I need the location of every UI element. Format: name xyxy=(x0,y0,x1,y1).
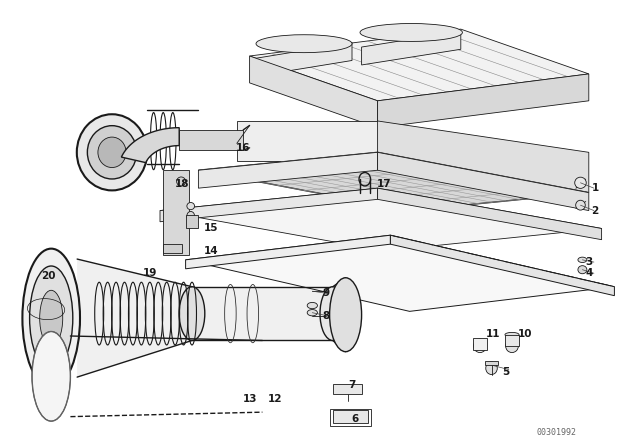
Polygon shape xyxy=(179,130,243,150)
Ellipse shape xyxy=(576,200,585,210)
Polygon shape xyxy=(198,152,589,211)
Bar xyxy=(333,410,368,423)
Polygon shape xyxy=(333,278,346,352)
Text: 12: 12 xyxy=(268,394,282,404)
Text: 19: 19 xyxy=(143,268,157,278)
Text: 7: 7 xyxy=(348,380,356,390)
Polygon shape xyxy=(250,56,378,128)
Text: 11: 11 xyxy=(486,329,500,339)
Polygon shape xyxy=(77,259,192,377)
Ellipse shape xyxy=(334,413,340,420)
Ellipse shape xyxy=(360,23,462,41)
Ellipse shape xyxy=(256,35,352,53)
Ellipse shape xyxy=(578,257,587,263)
Polygon shape xyxy=(186,235,390,269)
Ellipse shape xyxy=(187,211,195,220)
Bar xyxy=(163,244,182,253)
Text: 5: 5 xyxy=(502,367,509,377)
Ellipse shape xyxy=(474,339,486,353)
Ellipse shape xyxy=(77,114,147,190)
Text: 00301992: 00301992 xyxy=(537,428,577,437)
Ellipse shape xyxy=(187,202,195,210)
Text: 15: 15 xyxy=(204,224,218,233)
Text: 18: 18 xyxy=(175,179,189,189)
Text: 13: 13 xyxy=(243,394,257,404)
Bar xyxy=(485,361,498,365)
Ellipse shape xyxy=(506,339,518,353)
Ellipse shape xyxy=(177,177,186,186)
Polygon shape xyxy=(378,121,589,193)
Bar xyxy=(330,409,371,426)
Polygon shape xyxy=(250,29,589,101)
Text: 14: 14 xyxy=(204,246,218,256)
Ellipse shape xyxy=(330,278,362,352)
Bar xyxy=(505,335,519,346)
Ellipse shape xyxy=(505,332,519,337)
Bar xyxy=(473,338,487,350)
Text: 17: 17 xyxy=(377,179,391,189)
Ellipse shape xyxy=(98,137,126,168)
Ellipse shape xyxy=(578,266,587,274)
Ellipse shape xyxy=(40,290,63,346)
Ellipse shape xyxy=(575,177,586,189)
Polygon shape xyxy=(186,235,614,311)
Polygon shape xyxy=(160,188,602,251)
Ellipse shape xyxy=(32,332,70,421)
Polygon shape xyxy=(198,152,378,188)
Text: 2: 2 xyxy=(591,206,599,215)
Text: 4: 4 xyxy=(585,268,593,278)
Ellipse shape xyxy=(87,125,137,179)
Polygon shape xyxy=(378,74,589,128)
Text: 3: 3 xyxy=(585,257,593,267)
Polygon shape xyxy=(237,121,378,161)
Ellipse shape xyxy=(179,287,205,340)
Polygon shape xyxy=(192,287,333,340)
Polygon shape xyxy=(378,152,589,211)
Polygon shape xyxy=(362,31,461,65)
Ellipse shape xyxy=(29,266,73,370)
Text: 20: 20 xyxy=(41,271,55,280)
Text: 1: 1 xyxy=(591,183,599,193)
Text: 16: 16 xyxy=(236,143,250,153)
Ellipse shape xyxy=(307,310,317,316)
Text: 6: 6 xyxy=(351,414,359,424)
Bar xyxy=(333,384,362,394)
Polygon shape xyxy=(390,235,614,296)
Text: 8: 8 xyxy=(323,311,330,321)
Ellipse shape xyxy=(320,287,346,340)
Ellipse shape xyxy=(22,249,80,388)
Text: 9: 9 xyxy=(323,289,330,298)
Ellipse shape xyxy=(307,302,317,309)
Ellipse shape xyxy=(486,362,497,375)
Polygon shape xyxy=(256,43,352,76)
Text: 10: 10 xyxy=(518,329,532,339)
Polygon shape xyxy=(378,188,602,240)
Polygon shape xyxy=(160,188,378,222)
Polygon shape xyxy=(122,128,179,163)
Polygon shape xyxy=(163,170,189,255)
Bar xyxy=(186,215,198,228)
